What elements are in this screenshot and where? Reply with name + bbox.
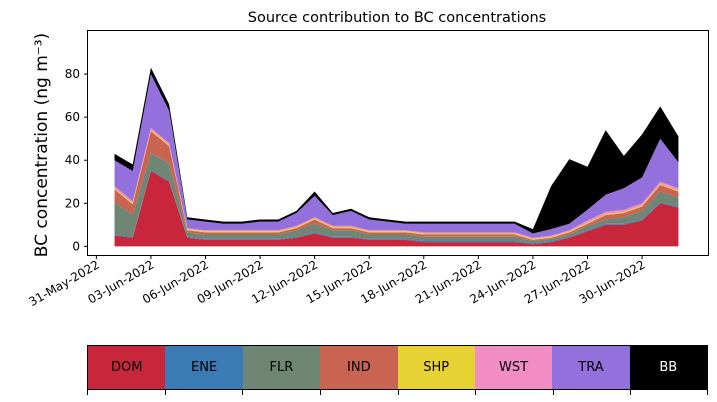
legend-item-ind: IND	[320, 346, 398, 389]
legend-item-dom: DOM	[88, 346, 166, 389]
legend-item-tra: TRA	[552, 346, 630, 389]
legend-tick-mark	[553, 390, 554, 395]
legend-item-shp: SHP	[397, 346, 475, 389]
legend-tick-mark	[475, 390, 476, 395]
y-axis: 0 20 40 60 80	[65, 67, 88, 253]
y-axis-label: BC concentration (ng m⁻³)	[32, 33, 52, 257]
legend-item-ene: ENE	[165, 346, 243, 389]
plot-frame	[87, 30, 709, 256]
plot-area	[114, 67, 679, 247]
y-tick-label: 20	[65, 196, 80, 210]
legend-item-bb: BB	[629, 346, 707, 389]
x-axis: 31-May-202203-Jun-202206-Jun-202209-Jun-…	[26, 255, 648, 309]
series-area-dom	[114, 171, 679, 247]
legend-item-flr: FLR	[242, 346, 321, 389]
legend-tick-mark	[398, 390, 399, 395]
legend-ticks	[87, 390, 708, 396]
legend-item-wst: WST	[474, 346, 553, 389]
legend-tick-mark	[630, 390, 631, 395]
legend-tick-mark	[87, 390, 88, 395]
y-tick-label: 40	[65, 153, 80, 167]
legend-tick-mark	[165, 390, 166, 395]
y-tick-label: 0	[72, 239, 80, 253]
legend-tick-mark	[242, 390, 243, 395]
legend-colorbar: DOM ENE FLR IND SHP WST TRA BB	[87, 345, 708, 390]
legend-tick-mark	[320, 390, 321, 395]
y-tick-label: 60	[65, 110, 80, 124]
legend-tick-mark	[707, 390, 708, 395]
y-tick-label: 80	[65, 67, 80, 81]
chart-title: Source contribution to BC concentrations	[248, 10, 546, 26]
